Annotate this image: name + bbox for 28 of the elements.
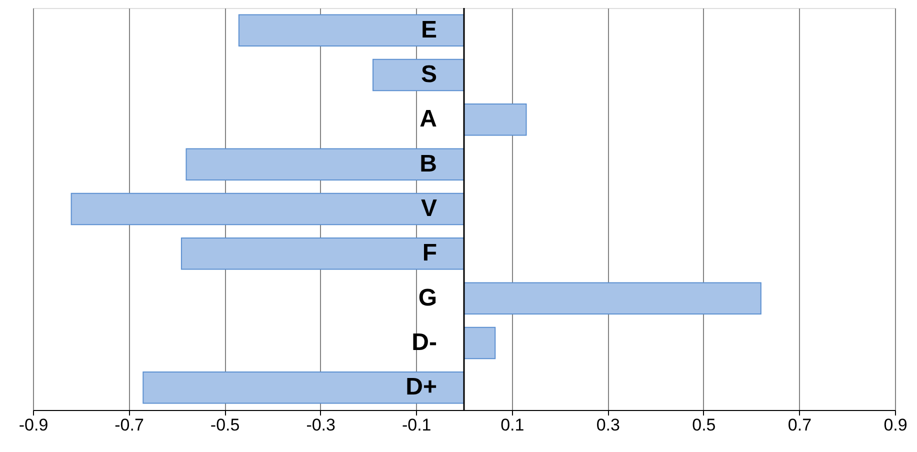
x-tick-label: 0.3 — [596, 416, 620, 434]
bar — [238, 14, 464, 46]
bar — [464, 282, 762, 314]
bar — [180, 238, 464, 270]
y-tick-label: G — [418, 284, 437, 312]
bar — [372, 58, 464, 92]
y-tick-label: F — [422, 240, 437, 267]
bar — [464, 326, 496, 360]
x-tick-label: -0.9 — [18, 416, 48, 434]
x-tick-label: -0.3 — [306, 416, 336, 434]
y-tick-label: V — [420, 195, 437, 222]
bar — [142, 372, 464, 404]
bar — [70, 192, 464, 226]
x-tick-label: -0.1 — [402, 416, 432, 434]
x-tick-label: 0.9 — [884, 416, 908, 434]
y-tick-label: S — [420, 61, 437, 88]
x-tick-label: 0.5 — [692, 416, 716, 434]
y-tick-label: B — [420, 150, 437, 178]
x-tick-label: 0.1 — [500, 416, 524, 434]
y-tick-label: E — [420, 16, 437, 44]
y-tick-label: D+ — [406, 374, 437, 401]
x-tick-label: 0.7 — [788, 416, 812, 434]
y-tick-label: D- — [412, 329, 438, 356]
bar — [464, 104, 527, 136]
bar — [186, 148, 464, 180]
y-tick-label: A — [420, 106, 437, 133]
x-tick-label: -0.5 — [210, 416, 240, 434]
x-tick-label: -0.7 — [114, 416, 144, 434]
